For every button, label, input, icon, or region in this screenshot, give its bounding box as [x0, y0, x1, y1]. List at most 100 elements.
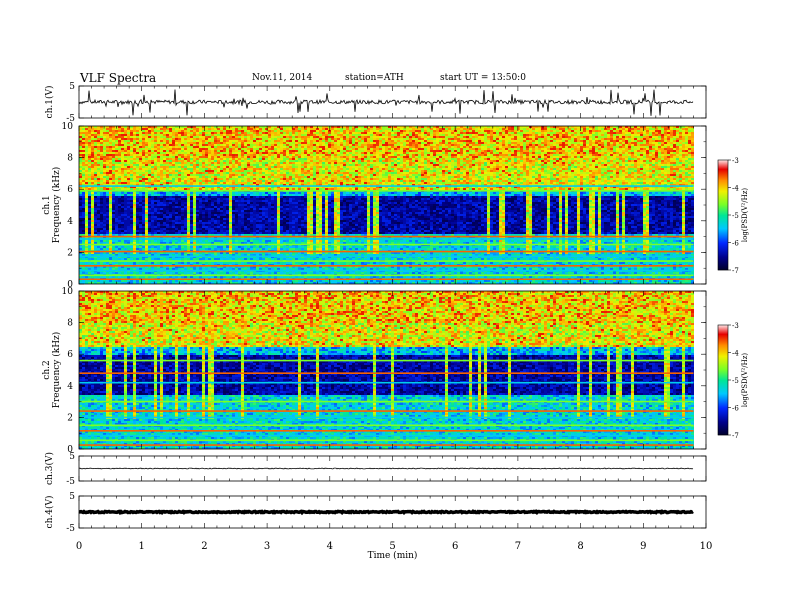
colorbar-cell: [718, 353, 728, 355]
colorbar-cell: [718, 225, 728, 227]
colorbar-cell: [718, 360, 728, 362]
colorbar-cell: [718, 206, 728, 208]
colorbar-cell: [718, 203, 728, 205]
colorbar-cell: [718, 330, 728, 332]
y-tick-label: 5: [69, 82, 75, 92]
colorbar-tick-label: -5: [732, 377, 739, 385]
colorbar-cell: [718, 209, 728, 211]
colorbar-cell: [718, 233, 728, 235]
colorbar-cell: [718, 414, 728, 416]
colorbar-cell: [718, 333, 728, 335]
colorbar-cell: [718, 342, 728, 344]
y-tick-label: 5: [69, 452, 75, 462]
colorbar-cell: [718, 362, 728, 364]
y-tick-label: 10: [62, 122, 74, 132]
colorbar-cell: [718, 429, 728, 431]
colorbar-cell: [718, 183, 728, 185]
colorbar-cell: [718, 217, 728, 219]
colorbar-cell: [718, 383, 728, 385]
y-axis-label: ch.1(V): [44, 86, 55, 119]
colorbar-cell: [718, 226, 728, 228]
colorbar-cell: [718, 189, 728, 191]
colorbar-cell: [718, 434, 728, 436]
colorbar-cell: [718, 337, 728, 339]
y-tick-label: 2: [67, 413, 73, 423]
colorbar-cell: [718, 214, 728, 216]
y-tick-label: 8: [67, 319, 73, 329]
colorbar-cell: [718, 178, 728, 180]
colorbar-cell: [718, 174, 728, 176]
colorbar-cell: [718, 234, 728, 236]
colorbar-cell: [718, 168, 728, 170]
colorbar-cell: [718, 373, 728, 375]
colorbar-tick-label: -3: [732, 157, 739, 165]
colorbar-cell: [718, 372, 728, 374]
channel-label: ch.1: [42, 195, 52, 214]
colorbar-cell: [718, 257, 728, 259]
colorbar-cell: [718, 387, 728, 389]
colorbar-cell: [718, 164, 728, 166]
colorbar-cell: [718, 232, 728, 234]
colorbar-cell: [718, 410, 728, 412]
colorbar-cell: [718, 409, 728, 411]
colorbar-cell: [718, 339, 728, 341]
colorbar-cell: [718, 325, 728, 327]
colorbar-cell: [718, 264, 728, 266]
colorbar-cell: [718, 187, 728, 189]
colorbar-cell: [718, 396, 728, 398]
colorbar-cell: [718, 363, 728, 365]
colorbar-cell: [718, 207, 728, 209]
colorbar-cell: [718, 398, 728, 400]
colorbar-cell: [718, 411, 728, 413]
colorbar-cell: [718, 166, 728, 168]
colorbar-cell: [718, 241, 728, 243]
colorbar-tick-label: -6: [732, 240, 739, 248]
x-tick-label: 8: [577, 541, 583, 552]
colorbar-cell: [718, 405, 728, 407]
colorbar-cell: [718, 199, 728, 201]
y-tick-label: 2: [67, 248, 73, 258]
colorbar-cell: [718, 389, 728, 391]
colorbar-cell: [718, 263, 728, 265]
x-tick-label: 10: [700, 541, 713, 552]
colorbar-cell: [718, 242, 728, 244]
colorbar-cell: [718, 218, 728, 220]
colorbar-cell: [718, 335, 728, 337]
colorbar-cell: [718, 186, 728, 188]
colorbar-cell: [718, 210, 728, 212]
colorbar-cell: [718, 408, 728, 410]
colorbar-cell: [718, 194, 728, 196]
colorbar-cell: [718, 361, 728, 363]
colorbar-cell: [718, 374, 728, 376]
colorbar-cell: [718, 228, 728, 230]
colorbar-cell: [718, 248, 728, 250]
colorbar-cell: [718, 175, 728, 177]
colorbar-cell: [718, 208, 728, 210]
colorbar-cell: [718, 197, 728, 199]
x-tick-label: 7: [515, 541, 521, 552]
colorbar-cell: [718, 216, 728, 218]
x-tick-label: 3: [264, 541, 270, 552]
colorbar-cell: [718, 404, 728, 406]
x-axis-label: Time (min): [368, 550, 418, 561]
colorbar-cell: [718, 251, 728, 253]
colorbar-cell: [718, 418, 728, 420]
colorbar-cell: [718, 403, 728, 405]
colorbar-cell: [718, 332, 728, 334]
colorbar-cell: [718, 367, 728, 369]
y-tick-label: 0: [67, 280, 73, 290]
colorbar-cell: [718, 260, 728, 262]
colorbar-cell: [718, 267, 728, 269]
colorbar-cell: [718, 198, 728, 200]
colorbar-cell: [718, 221, 728, 223]
colorbar-cell: [718, 354, 728, 356]
colorbar-cell: [718, 399, 728, 401]
colorbar-cell: [718, 182, 728, 184]
colorbar-cell: [718, 348, 728, 350]
colorbar-cell: [718, 432, 728, 434]
y-tick-label: 5: [69, 492, 75, 502]
colorbar-cell: [718, 417, 728, 419]
colorbar-cell: [718, 256, 728, 258]
colorbar-cell: [718, 390, 728, 392]
colorbar-cell: [718, 231, 728, 233]
